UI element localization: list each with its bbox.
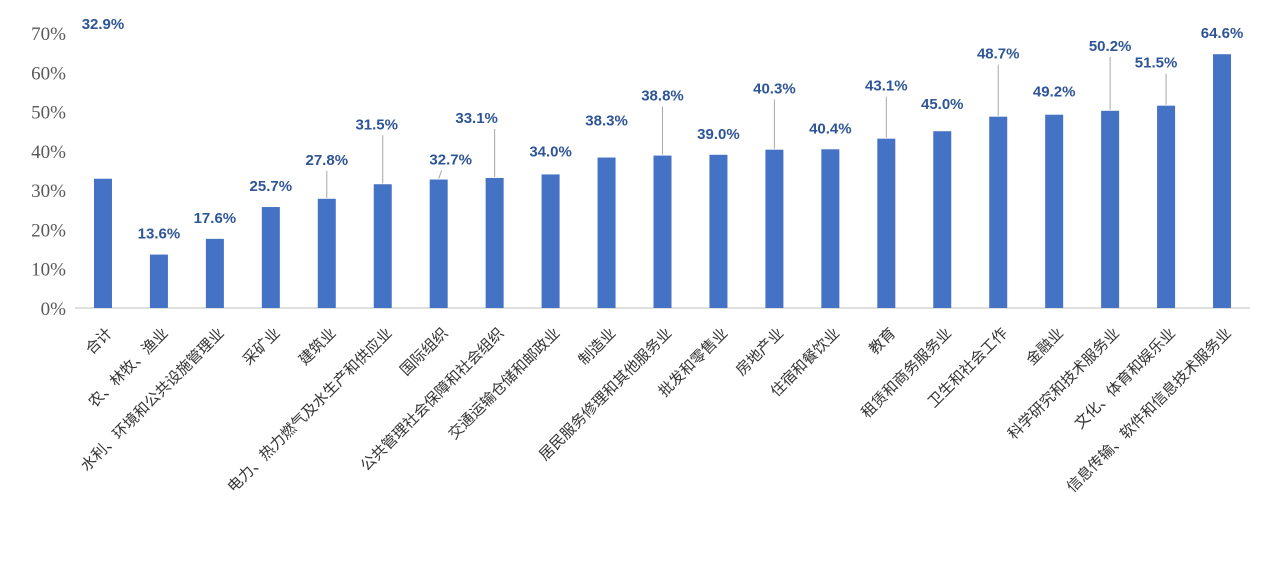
bar	[373, 184, 392, 308]
y-tick-label: 50%	[31, 103, 66, 124]
bar	[93, 178, 112, 308]
data-label: 50.2%	[1089, 38, 1132, 55]
bar	[1101, 110, 1120, 309]
x-tick-label: 采矿业	[239, 324, 284, 369]
y-tick-label: 10%	[31, 260, 66, 281]
y-tick-label: 30%	[31, 181, 66, 202]
y-tick-label: 40%	[31, 142, 66, 163]
data-label: 40.4%	[809, 120, 852, 137]
bar	[877, 138, 896, 308]
data-label: 38.8%	[641, 88, 684, 105]
data-label: 25.7%	[250, 178, 293, 195]
data-label: 34.0%	[529, 143, 572, 160]
bar	[597, 157, 616, 308]
bar	[317, 198, 336, 308]
data-label: 49.2%	[1033, 84, 1076, 101]
data-label: 13.6%	[138, 226, 181, 243]
x-tick-label: 房地产业	[732, 324, 787, 379]
x-tick-label: 建筑业	[295, 324, 340, 369]
bars	[93, 54, 1232, 309]
data-labels: 32.9% 13.6% 17.6% 25.7% 27.8% 31.5% 32.7% 33.1%…	[82, 16, 1244, 243]
bar	[1045, 114, 1064, 308]
bar	[653, 155, 672, 308]
x-tick-label: 交通运输仓储和邮政业	[445, 324, 564, 443]
data-label: 32.9%	[82, 16, 125, 33]
y-tick-label: 60%	[31, 63, 66, 84]
bar	[1157, 105, 1176, 308]
bar	[149, 254, 168, 308]
y-tick-label: 20%	[31, 220, 66, 241]
data-label: 43.1%	[865, 78, 908, 95]
x-tick-label: 教育	[865, 324, 899, 358]
x-tick-label: 文化、体育和娱乐业	[1071, 324, 1179, 432]
bar	[765, 149, 784, 308]
bar	[821, 149, 840, 308]
leader-line	[438, 170, 443, 179]
x-tick-label: 国际组织	[396, 324, 451, 379]
data-label: 32.7%	[429, 152, 472, 169]
bar	[205, 238, 224, 308]
bar	[989, 116, 1008, 308]
leader-lines	[326, 56, 1167, 198]
data-label: 31.5%	[355, 116, 398, 133]
data-label: 27.8%	[306, 152, 349, 169]
data-label: 48.7%	[977, 46, 1020, 63]
data-label: 45.0%	[921, 96, 964, 113]
bar	[541, 174, 560, 308]
x-tick-label: 合计	[82, 324, 116, 358]
bar	[1213, 54, 1232, 308]
data-label: 51.5%	[1135, 55, 1178, 72]
x-tick-label: 制造业	[575, 324, 620, 369]
bar	[709, 154, 728, 308]
bar	[261, 207, 280, 308]
x-tick-label: 金融业	[1022, 324, 1067, 369]
x-tick-label: 科学研究和技术服务业	[1004, 324, 1123, 443]
data-label: 17.6%	[194, 210, 237, 227]
bar	[429, 179, 448, 308]
y-tick-label: 0%	[41, 299, 67, 320]
data-label: 39.0%	[697, 126, 740, 143]
data-label: 33.1%	[455, 110, 498, 127]
bar	[485, 177, 504, 308]
y-axis: 0% 10% 20% 30% 40% 50% 60% 70%	[31, 24, 66, 320]
data-label: 64.6%	[1201, 25, 1244, 42]
data-label: 38.3%	[585, 113, 628, 130]
bar	[933, 131, 952, 308]
y-tick-label: 70%	[31, 24, 66, 45]
data-label: 40.3%	[753, 81, 796, 98]
